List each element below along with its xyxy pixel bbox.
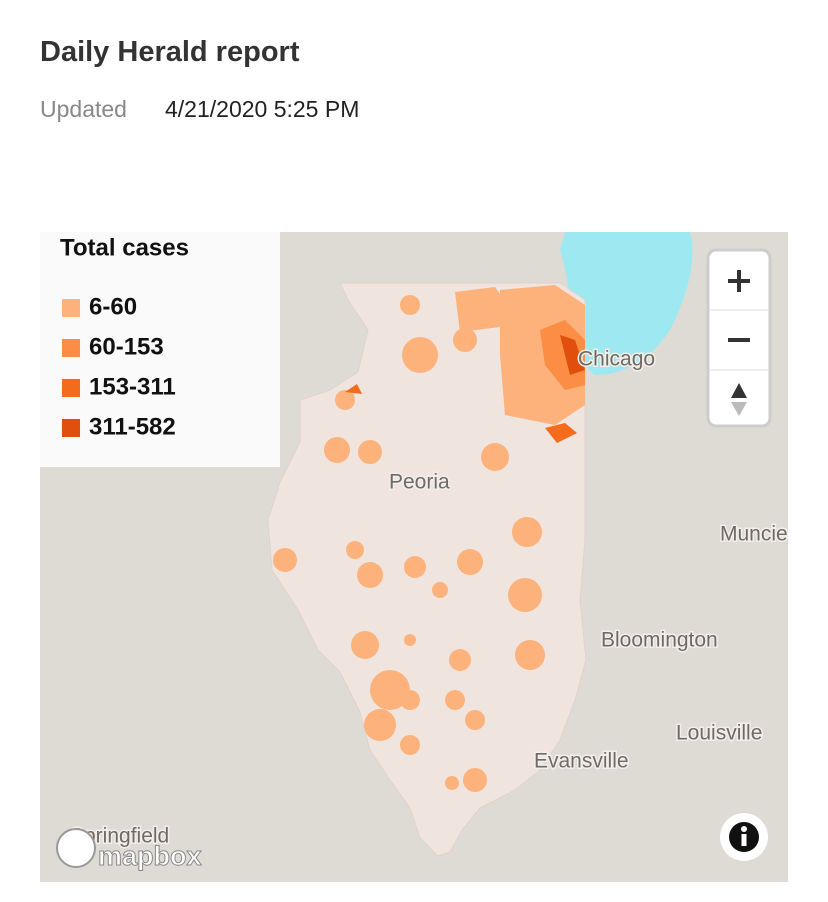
attribution[interactable]: mapbox	[98, 841, 203, 872]
legend-title: Total cases	[60, 234, 189, 261]
map[interactable]: Chicago Peoria Muncie Bloomington Louisv…	[40, 232, 788, 882]
place-label: Muncie	[720, 523, 788, 546]
info-button[interactable]	[720, 813, 768, 861]
place-label: Peoria	[389, 471, 450, 494]
illinois	[267, 282, 587, 857]
legend-swatch	[62, 299, 80, 317]
compass[interactable]	[731, 383, 747, 398]
legend-label: 153-311	[89, 373, 176, 400]
place-label: Bloomington	[601, 629, 718, 652]
mapbox-logo	[56, 828, 96, 868]
report-title: Daily Herald report	[40, 36, 300, 68]
legend-swatch	[62, 379, 80, 397]
updated-label: Updated	[40, 96, 127, 122]
place-label: Chicago	[578, 348, 655, 371]
zoom-in[interactable]	[728, 270, 750, 292]
high-case-areas	[345, 320, 585, 443]
legend-label: 6-60	[89, 293, 137, 320]
legend-swatch	[62, 339, 80, 357]
legend-label: 60-153	[89, 333, 164, 360]
updated-time: 4/21/2020 5:25 PM	[165, 96, 360, 122]
county-areas	[273, 285, 585, 792]
place-label: Louisville	[676, 722, 762, 745]
legend-swatch	[62, 419, 80, 437]
lake-michigan	[560, 232, 693, 375]
zoom-control	[706, 248, 772, 428]
place-label: Evansville	[534, 750, 629, 773]
legend: 6-60 60-153 153-311 311-582	[62, 293, 176, 440]
legend-label: 311-582	[89, 413, 176, 440]
